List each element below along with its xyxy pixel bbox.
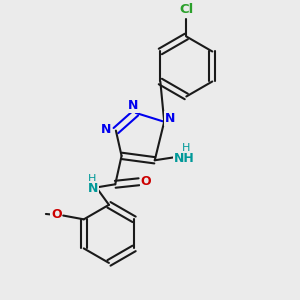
Text: N: N [100,122,111,136]
Text: O: O [51,208,62,221]
Text: N: N [88,182,98,195]
Text: O: O [141,175,151,188]
Text: N: N [128,100,138,112]
Text: H: H [182,143,190,153]
Text: N: N [165,112,176,125]
Text: Cl: Cl [179,3,194,16]
Text: H: H [88,174,97,184]
Text: NH: NH [174,152,195,165]
